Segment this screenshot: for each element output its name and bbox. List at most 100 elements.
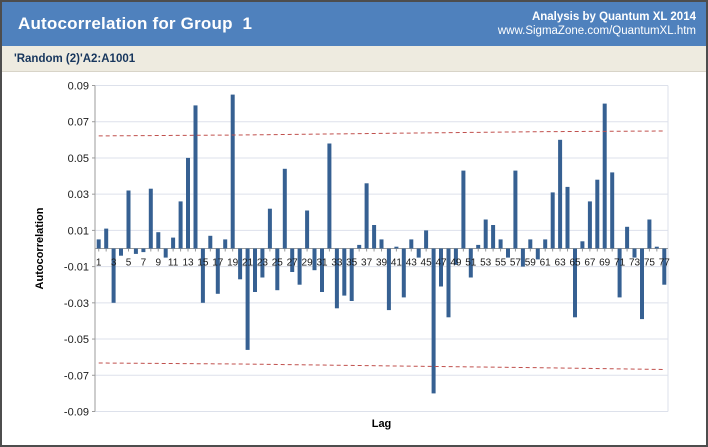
x-tick-label: 17 [212,258,224,269]
x-tick-label: 75 [644,258,656,269]
bar [446,248,451,318]
x-tick-label: 47 [435,258,447,269]
y-tick-label: -0.01 [64,262,89,274]
bar [520,248,525,267]
bar [617,248,622,298]
bar [141,248,146,253]
x-tick-label: 33 [331,258,343,269]
bar [439,248,443,287]
data-range-label: 'Random (2)'A2:A1001 [14,52,136,65]
bar [364,183,369,249]
bar [193,105,198,249]
bar [178,201,183,249]
bar [550,192,555,249]
bar [334,248,339,309]
bar [483,219,488,249]
bar [543,239,548,249]
x-axis-title: Lag [372,418,392,430]
x-tick-label: 43 [406,258,418,269]
bar [290,248,295,272]
x-tick-label: 9 [156,258,162,269]
bar [327,143,332,249]
y-tick-label: 0.01 [68,225,89,237]
x-tick-label: 11 [168,258,179,269]
x-tick-label: 27 [287,258,299,269]
x-tick-label: 69 [599,258,611,269]
bar [126,190,131,249]
y-axis-title: Autocorrelation [34,207,46,289]
bar [275,248,280,291]
bar [476,244,481,249]
bar [215,248,220,294]
bar [468,248,473,278]
x-tick-label: 25 [272,258,284,269]
bar [573,248,577,318]
bar [133,248,138,254]
bar [625,226,630,249]
x-tick-label: 77 [659,258,671,269]
lower-confidence-line [98,362,665,370]
x-tick-label: 3 [111,258,117,269]
bar [267,208,272,249]
data-range-bar: 'Random (2)'A2:A1001 [2,46,706,72]
x-tick-label: 67 [584,258,596,269]
x-tick-label: 29 [302,258,314,269]
bar [379,239,384,249]
bar [513,170,518,249]
bar [386,248,391,311]
bar [662,248,667,285]
bar [282,168,287,249]
x-tick-label: 71 [614,258,626,269]
bar [498,239,503,249]
bar [119,248,123,256]
y-tick-label: 0.03 [68,189,89,201]
bar [208,235,213,249]
bar [223,239,228,249]
bar [104,228,109,249]
autocorrelation-plot: 0.09 0.07 0.05 0.03 0.01 -0.01 -0.03 -0.05 -0.07… [34,81,671,430]
bar [558,139,563,249]
bar [148,188,153,249]
x-tick-label: 23 [257,258,269,269]
bar [253,248,257,292]
bar [528,239,533,249]
bar [156,232,161,249]
x-tick-label: 51 [465,258,477,269]
bar [424,230,429,249]
x-tick-label: 45 [421,258,433,269]
x-tick-label: 13 [182,258,194,269]
bar [401,248,406,298]
bar [245,248,250,350]
x-tick-label: 35 [346,258,358,269]
bar [320,248,324,292]
x-tick-label: 73 [629,258,641,269]
x-tick-label: 19 [227,258,239,269]
bar [305,210,310,249]
x-tick-label: 61 [540,258,552,269]
bar [647,219,652,249]
bar [394,246,399,249]
x-tick-label: 39 [376,258,388,269]
bar [230,94,235,249]
bar [186,157,190,249]
bar [260,248,265,278]
page-title: Autocorrelation for Group 1 [18,14,253,33]
y-tick-label: 0.09 [68,81,89,93]
bar [491,225,496,249]
bar [163,248,168,258]
y-tick-label: -0.07 [64,370,89,382]
x-tick-label: 65 [569,258,581,269]
bar [640,248,644,320]
bar [565,186,570,249]
bar [409,239,414,249]
x-tick-label: 59 [525,258,537,269]
bar [171,237,176,249]
credit-url: www.SigmaZone.com/QuantumXL.htm [497,25,696,37]
bar [111,248,116,303]
credit-block: Analysis by Quantum XL 2014 www.SigmaZon… [498,10,696,38]
x-tick-label: 57 [510,258,522,269]
chart-area: 0.09 0.07 0.05 0.03 0.01 -0.01 -0.03 -0.05 -0.07… [2,73,706,445]
bar [342,248,347,296]
bar [602,103,607,249]
